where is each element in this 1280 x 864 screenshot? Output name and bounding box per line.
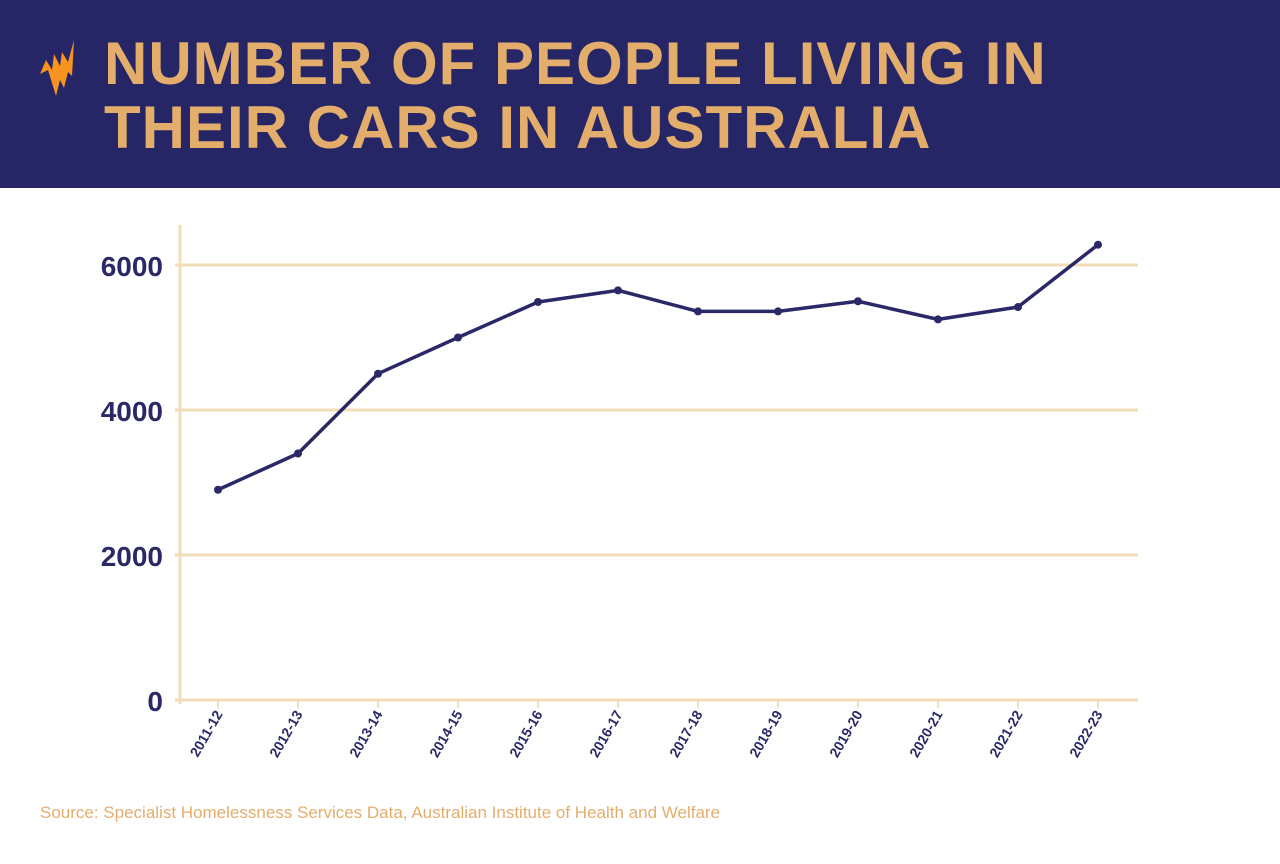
data-point (294, 449, 302, 458)
title-line-1: NUMBER OF PEOPLE LIVING IN (104, 30, 1047, 97)
y-tick-label: 6000 (101, 251, 163, 282)
data-point (774, 307, 782, 316)
y-tick-label: 0 (147, 686, 163, 717)
data-point (214, 485, 222, 494)
x-tick-label: 2017-18 (666, 707, 706, 760)
title-banner: NUMBER OF PEOPLE LIVING IN THEIR CARS IN… (0, 0, 1280, 188)
data-point (534, 297, 542, 306)
source-note: Source: Specialist Homelessness Services… (40, 803, 721, 822)
x-tick-label: 2014-15 (426, 707, 466, 760)
data-point (1014, 303, 1022, 312)
x-tick-label: 2018-19 (746, 707, 786, 760)
x-tick-label: 2016-17 (586, 707, 626, 760)
data-point (694, 307, 702, 316)
x-tick-label: 2011-12 (186, 707, 225, 759)
title-line-2: THEIR CARS IN AUSTRALIA (104, 94, 932, 161)
data-point (1094, 240, 1102, 249)
data-point (854, 297, 862, 306)
data-point (934, 315, 942, 324)
x-tick-label: 2015-16 (506, 707, 546, 760)
data-point (614, 286, 622, 295)
data-point (454, 333, 462, 342)
sbs-logo-icon (40, 40, 74, 96)
line-chart: 0 2000 4000 6000 2011-12 2012-13 2013-14 2014-1… (101, 225, 1138, 760)
x-tick-label: 2013-14 (346, 707, 386, 760)
series-line (217, 243, 1100, 492)
y-tick-label: 2000 (101, 541, 163, 572)
y-tick-label: 4000 (101, 396, 163, 427)
data-point (374, 369, 382, 378)
x-tick-label: 2021-22 (986, 707, 1026, 760)
x-tick-label: 2022-23 (1066, 707, 1106, 760)
x-tick-label: 2020-21 (906, 707, 946, 760)
chart-title: NUMBER OF PEOPLE LIVING IN THEIR CARS IN… (104, 32, 1047, 160)
x-tick-label: 2019-20 (826, 707, 866, 760)
x-tick-label: 2012-13 (266, 707, 306, 760)
